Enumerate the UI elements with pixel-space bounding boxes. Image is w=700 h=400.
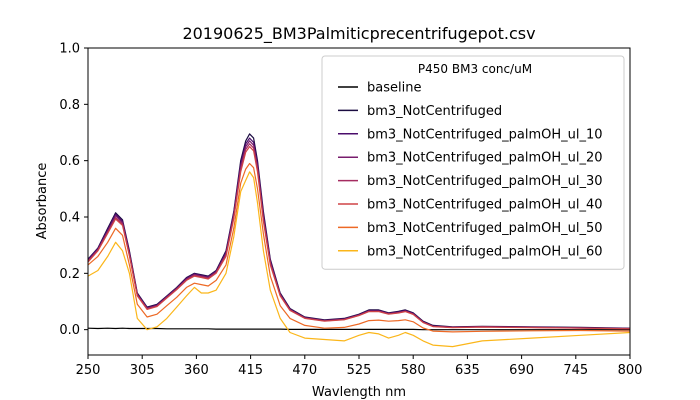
legend-label-0: baseline (367, 81, 421, 96)
legend-label-7: bm3_NotCentrifuged_palmOH_ul_60 (367, 244, 603, 259)
y-tick-label-1: 0.2 (59, 267, 80, 282)
chart-title: 20190625_BM3Palmiticprecentrifugepot.csv (182, 24, 535, 44)
y-tick-label-0: 0.0 (59, 323, 80, 338)
legend-label-3: bm3_NotCentrifuged_palmOH_ul_20 (367, 151, 603, 166)
legend-title: P450 BM3 conc/uM (418, 62, 532, 76)
series-line-0 (87, 327, 630, 331)
x-tick-label-7: 635 (455, 363, 480, 378)
legend-label-1: bm3_NotCentrifuged (367, 104, 502, 119)
x-tick-label-10: 800 (618, 363, 643, 378)
x-tick-label-6: 580 (401, 363, 426, 378)
legend: P450 BM3 conc/uM baseline bm3_NotCentrifug… (321, 55, 625, 270)
legend-label-4: bm3_NotCentrifuged_palmOH_ul_30 (367, 174, 603, 189)
y-axis: 0.0 0.2 0.4 0.6 0.8 1.0 (59, 42, 88, 338)
series-line-5 (87, 146, 631, 330)
series-layer (87, 133, 631, 348)
legend-label-6: bm3_NotCentrifuged_palmOH_ul_50 (367, 221, 603, 236)
x-axis-label: Wavlength nm (312, 385, 406, 400)
x-tick-label-1: 305 (130, 363, 155, 378)
x-tick-label-0: 250 (76, 363, 101, 378)
x-axis: 250 305 360 415 470 525 580 635 690 745 800 (76, 355, 643, 378)
series-line-7 (87, 171, 631, 348)
x-tick-label-3: 415 (238, 363, 263, 378)
legend-label-2: bm3_NotCentrifuged_palmOH_ul_10 (367, 127, 603, 142)
legend-frame (321, 55, 625, 270)
y-tick-label-2: 0.4 (59, 210, 80, 225)
x-tick-label-8: 690 (509, 363, 534, 378)
series-line-6 (87, 162, 631, 333)
legend-label-5: bm3_NotCentrifuged_palmOH_ul_40 (367, 198, 603, 213)
y-tick-label-5: 1.0 (59, 42, 80, 57)
x-tick-label-2: 360 (184, 363, 209, 378)
y-tick-label-3: 0.6 (59, 154, 80, 169)
x-tick-label-4: 470 (292, 363, 317, 378)
y-tick-label-4: 0.8 (59, 98, 80, 113)
x-tick-label-9: 745 (563, 363, 588, 378)
y-axis-label: Absorbance (35, 163, 50, 240)
x-tick-label-5: 525 (347, 363, 372, 378)
